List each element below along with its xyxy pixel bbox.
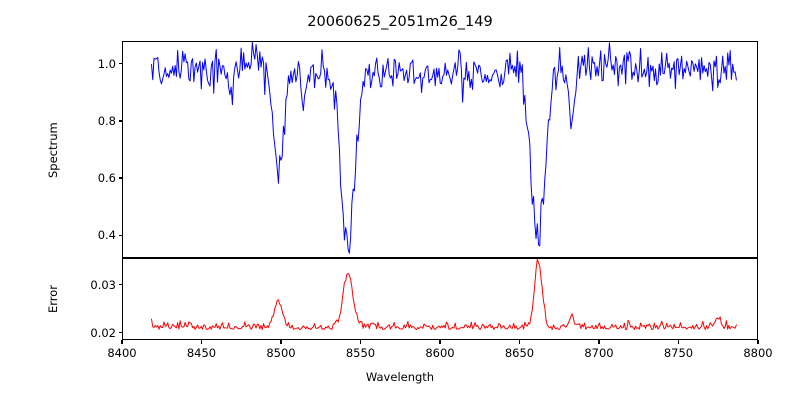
ytick-mark-spectrum xyxy=(118,63,122,65)
ytick-label-error: 0.02 xyxy=(90,325,116,340)
xtick-mark xyxy=(200,340,203,344)
xtick-label: 8550 xyxy=(345,346,376,360)
error-line xyxy=(152,259,737,329)
xtick-mark xyxy=(121,340,123,344)
ytick-label-spectrum: 1.0 xyxy=(97,56,116,71)
spectrum-yaxis-label: Spectrum xyxy=(46,121,60,178)
error-trace-area xyxy=(123,259,757,339)
xtick-mark xyxy=(757,340,759,344)
xtick-mark xyxy=(280,340,282,344)
xtick-label: 8500 xyxy=(266,346,296,360)
xtick-label: 8650 xyxy=(504,346,535,360)
xtick-mark xyxy=(598,340,600,344)
ytick-label-spectrum: 0.8 xyxy=(97,113,116,128)
xaxis-label: Wavelength xyxy=(365,370,435,384)
ytick-label-error: 0.03 xyxy=(90,277,116,292)
xtick-mark xyxy=(439,340,441,344)
xtick-label: 8450 xyxy=(186,346,217,360)
ytick-label-spectrum: 0.4 xyxy=(97,228,116,243)
xtick-label: 8400 xyxy=(107,346,137,360)
spectrum-line xyxy=(152,42,737,253)
ytick-mark-error xyxy=(118,332,122,334)
xtick-mark xyxy=(677,340,680,344)
xtick-label: 8750 xyxy=(663,346,694,360)
xtick-label: 8600 xyxy=(425,346,455,360)
chart-title: 20060625_2051m26_149 xyxy=(307,14,493,30)
ytick-mark-error xyxy=(118,283,122,286)
xtick-mark xyxy=(518,340,521,344)
ytick-mark-spectrum xyxy=(118,177,122,179)
ytick-mark-spectrum xyxy=(118,234,122,236)
ytick-label-spectrum: 0.6 xyxy=(97,171,116,186)
xtick-label: 8800 xyxy=(743,346,773,360)
spectrum-trace-area xyxy=(123,42,757,257)
error-panel xyxy=(122,258,758,340)
xtick-mark xyxy=(359,340,362,344)
xtick-label: 8700 xyxy=(584,346,614,360)
error-yaxis-label: Error xyxy=(46,284,60,313)
ytick-mark-spectrum xyxy=(118,120,122,122)
spectrum-panel xyxy=(122,41,758,258)
